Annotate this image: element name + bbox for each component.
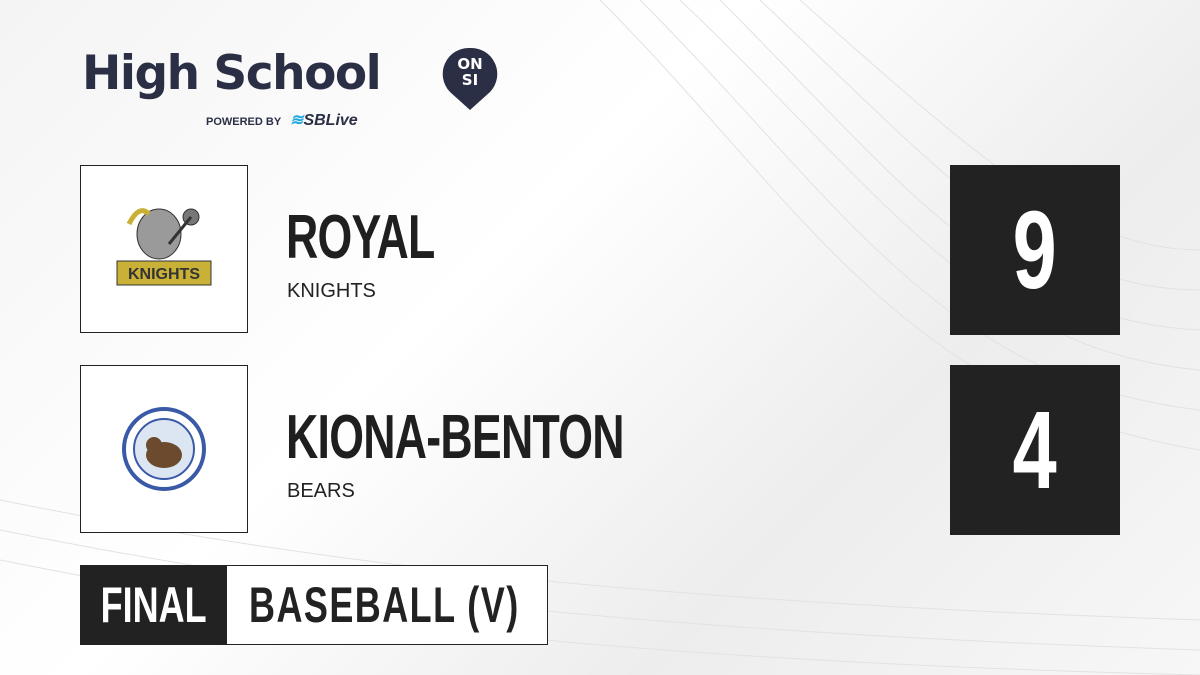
on-si-pin-icon: ON SI [442,46,498,112]
team-name: KIONA-BENTON [286,403,624,472]
powered-by: POWERED BY ≋SBLive [206,110,358,130]
team-score: 9 [950,165,1120,335]
bear-icon [122,407,206,491]
sblive-logo: ≋SBLive [290,112,358,129]
sport-label: BASEBALL (V) [227,566,547,644]
powered-by-label: POWERED BY [206,116,281,128]
svg-text:KNIGHTS: KNIGHTS [128,266,200,283]
game-status-bar: FINAL BASEBALL (V) [80,565,548,645]
team-name: ROYAL [286,203,435,272]
team-mascot: KNIGHTS [287,280,376,302]
final-label: FINAL [81,566,227,644]
kiona-benton-bears-logo [80,365,248,533]
knight-icon: KNIGHTS [116,208,212,286]
team-mascot: BEARS [287,480,355,502]
team-score: 4 [950,365,1120,535]
brand-title: High School [82,46,382,101]
high-school-on-si-logo: High School ON SI POWERED BY ≋SBLive [82,44,498,129]
royal-knights-logo: KNIGHTS [80,165,248,333]
